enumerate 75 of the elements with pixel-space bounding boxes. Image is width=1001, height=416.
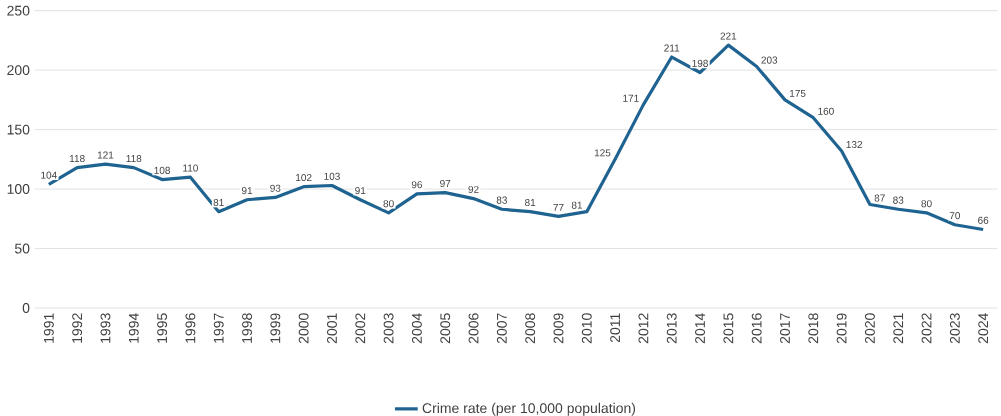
y-tick-label: 50 — [14, 243, 30, 254]
x-tick-label: 2002 — [355, 313, 366, 344]
data-label: 102 — [296, 174, 312, 182]
data-label: 87 — [874, 194, 885, 202]
x-tick-label: 1998 — [242, 313, 252, 343]
x-tick-label: 1992 — [72, 313, 83, 343]
legend-label: Crime rate (per 10,000 population) — [422, 402, 636, 416]
x-tick-label: 2016 — [751, 313, 762, 344]
data-label: 103 — [324, 172, 340, 180]
data-label: 97 — [440, 179, 451, 188]
data-label: 93 — [270, 184, 281, 192]
data-label: 80 — [921, 200, 932, 208]
x-tick-label: 1991 — [43, 313, 54, 343]
data-label: 160 — [818, 107, 834, 115]
data-label: 66 — [978, 216, 989, 224]
data-label: 70 — [949, 212, 961, 220]
x-tick-label: 2012 — [638, 313, 649, 344]
data-label: 91 — [355, 187, 366, 195]
x-tick-label: 2024 — [978, 313, 989, 344]
y-tick-label: 0 — [22, 303, 30, 313]
data-label: 203 — [761, 56, 778, 64]
data-label: 108 — [154, 166, 170, 174]
data-label: 83 — [496, 196, 507, 204]
x-tick-label: 2009 — [553, 313, 564, 344]
x-tick-label: 2017 — [780, 313, 790, 344]
data-label: 96 — [411, 181, 423, 189]
data-label: 110 — [183, 164, 198, 172]
x-tick-label: 1995 — [157, 313, 168, 343]
x-tick-label: 2005 — [440, 313, 451, 344]
x-tick-label: 2008 — [525, 313, 536, 344]
data-label: 81 — [571, 201, 583, 209]
data-label: 81 — [213, 198, 224, 207]
x-tick-label: 1993 — [100, 313, 111, 343]
y-tick-label: 200 — [7, 65, 30, 76]
data-label: 118 — [69, 154, 85, 163]
data-label: 125 — [594, 149, 611, 157]
data-label: 121 — [97, 151, 114, 159]
x-tick-label: 2021 — [893, 313, 904, 344]
x-tick-label: 2006 — [468, 313, 479, 344]
x-tick-label: 1999 — [270, 313, 281, 343]
x-tick-label: 1994 — [128, 313, 139, 343]
x-tick-label: 1996 — [185, 313, 196, 343]
x-tick-label: 2011 — [610, 313, 621, 343]
data-label: 91 — [241, 187, 253, 195]
data-label: 92 — [468, 185, 479, 193]
data-label: 104 — [41, 171, 57, 179]
x-tick-label: 2010 — [581, 313, 592, 344]
x-tick-label: 2015 — [723, 313, 734, 344]
y-tick-label: 250 — [7, 5, 30, 16]
x-tick-label: 2018 — [808, 313, 819, 344]
data-label: 77 — [553, 203, 564, 211]
y-tick-label: 150 — [7, 124, 30, 135]
x-tick-label: 2020 — [864, 313, 875, 344]
data-label: 175 — [790, 89, 806, 97]
x-tick-label: 2004 — [411, 313, 422, 344]
x-tick-label: 2003 — [383, 313, 394, 344]
y-tick-label: 100 — [7, 184, 30, 195]
x-tick-label: 2022 — [921, 313, 932, 344]
x-tick-label: 2007 — [496, 313, 507, 344]
data-label: 221 — [720, 32, 737, 40]
x-tick-label: 2000 — [298, 313, 309, 344]
x-tick-label: 2014 — [695, 313, 705, 344]
data-label: 80 — [383, 200, 394, 208]
data-label: 211 — [664, 44, 680, 52]
x-tick-label: 2023 — [949, 313, 960, 344]
data-label: 81 — [525, 198, 536, 207]
data-label: 83 — [893, 196, 904, 204]
data-label: 171 — [623, 94, 639, 102]
x-tick-label: 1997 — [213, 313, 224, 343]
data-label: 118 — [126, 154, 142, 163]
data-label: 132 — [846, 140, 863, 149]
data-label: 198 — [692, 59, 708, 67]
x-tick-label: 2019 — [836, 313, 847, 344]
x-tick-label: 2001 — [327, 313, 337, 344]
x-tick-label: 2013 — [666, 313, 677, 344]
